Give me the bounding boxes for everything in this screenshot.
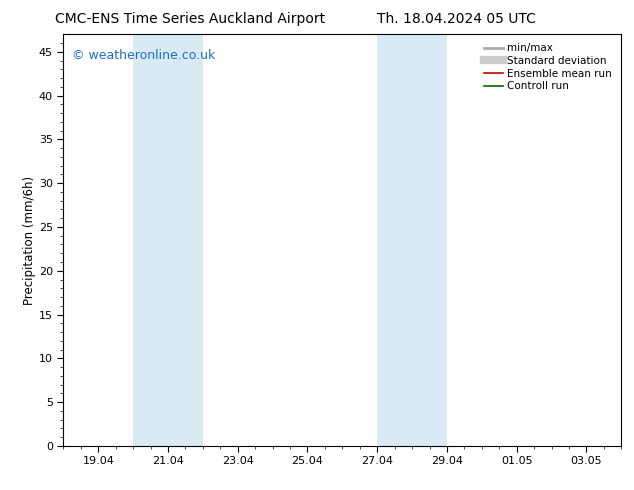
Bar (377, 34, 412, 446)
Text: © weatheronline.co.uk: © weatheronline.co.uk (72, 49, 215, 62)
Bar (412, 34, 447, 446)
Bar (133, 34, 203, 446)
Text: Th. 18.04.2024 05 UTC: Th. 18.04.2024 05 UTC (377, 12, 536, 26)
Legend: min/max, Standard deviation, Ensemble mean run, Controll run: min/max, Standard deviation, Ensemble me… (481, 40, 615, 95)
Y-axis label: Precipitation (mm/6h): Precipitation (mm/6h) (23, 175, 36, 305)
Text: CMC-ENS Time Series Auckland Airport: CMC-ENS Time Series Auckland Airport (55, 12, 325, 26)
